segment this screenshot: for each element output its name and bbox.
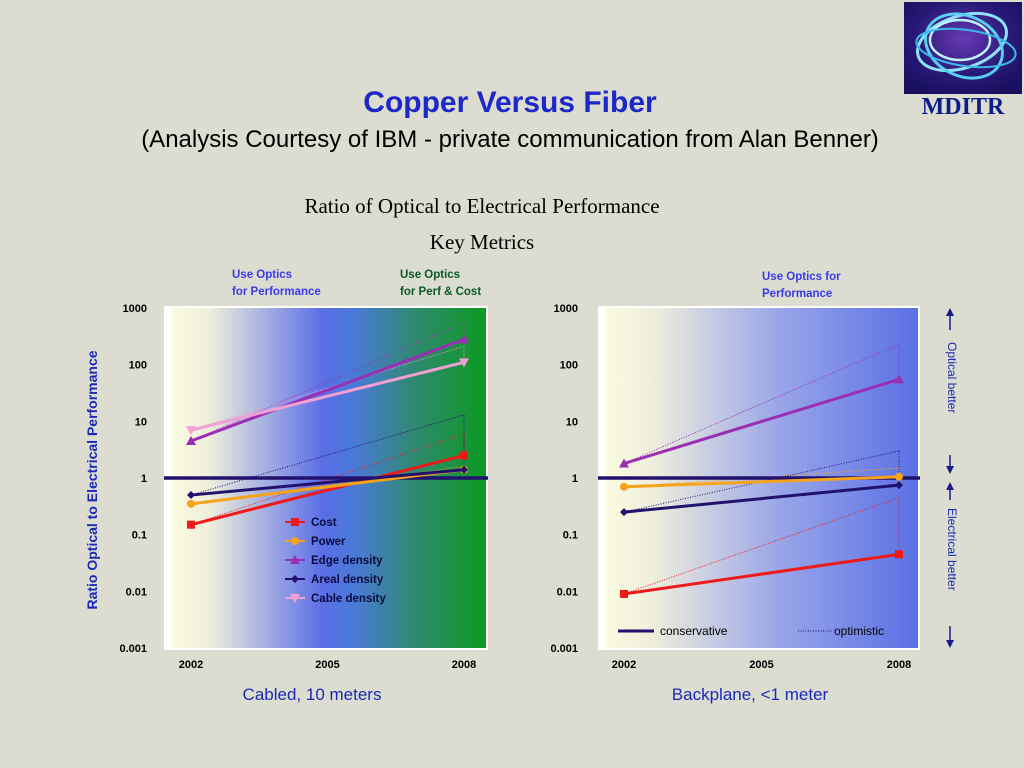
legend-conservative-label: conservative — [660, 624, 728, 638]
left-cable_density-marker-end — [459, 358, 469, 368]
left-x-tick-label: 2005 — [315, 659, 339, 671]
right-cost-optimistic-line — [623, 497, 900, 595]
legend-cable_density-marker — [290, 594, 300, 603]
right-y-tick-label: 10 — [566, 416, 578, 428]
left-areal_density-marker-end — [460, 465, 468, 474]
left-y-tick-label: 0.1 — [132, 530, 147, 542]
right-areal_density-marker-start — [620, 508, 628, 517]
right-cost-conservative-line — [623, 552, 900, 596]
left-cable_density-conservative-line — [190, 360, 465, 432]
left-cost-conservative-line — [190, 453, 465, 527]
left-edge_density-marker-end — [459, 334, 469, 344]
right-chart-caption: Backplane, <1 meter — [672, 685, 829, 704]
right-annotation-line1: Use Optics for — [762, 271, 841, 283]
right-power-conservative-line — [623, 475, 900, 489]
electrical-better-indicator: Electrical better — [945, 482, 959, 648]
right-power-marker-end — [895, 472, 903, 481]
legend-edge_density-label: Edge density — [311, 555, 383, 567]
right-y-tick-label: 0.01 — [557, 586, 578, 598]
chart-subtitle: Key Metrics — [429, 230, 535, 254]
right-y-tick-label: 1000 — [554, 303, 578, 315]
legend-cost-marker — [291, 518, 299, 526]
left-annotation-perf-cost-line1: Use Optics — [400, 269, 460, 281]
left-areal_density-marker-start — [187, 491, 195, 500]
left-cost-optimistic-line — [190, 433, 465, 526]
right-y-tick-label: 0.1 — [563, 530, 578, 542]
logo-text: MDITR — [921, 94, 1005, 120]
left-y-tick-label: 100 — [129, 360, 147, 372]
left-y-tick-label: 1000 — [123, 303, 147, 315]
left-areal_density-conservative-line — [190, 468, 465, 497]
left-annotation-perf-cost-line2: for Perf & Cost — [400, 286, 481, 298]
logo-rings-icon — [904, 2, 1022, 94]
left-cost-marker-end — [460, 451, 468, 460]
left-edge_density-marker-start — [186, 435, 196, 445]
slide-title: Copper Versus Fiber — [363, 86, 657, 119]
left-x-tick-label: 2008 — [452, 659, 476, 671]
right-y-tick-label: 0.001 — [550, 643, 578, 655]
left-y-tick-label: 10 — [135, 416, 147, 428]
right-y-tick-label: 100 — [560, 360, 578, 372]
slide-subtitle: (Analysis Courtesy of IBM - private comm… — [141, 126, 879, 153]
mditr-logo: MDITR — [904, 2, 1022, 126]
left-cable_density-optimistic-line — [190, 345, 465, 431]
left-cable_density-marker-start — [186, 426, 196, 436]
legend-power-label: Power — [311, 536, 346, 548]
chart-title: Ratio of Optical to Electrical Performan… — [304, 194, 660, 218]
right-edge_density-marker-end — [894, 374, 904, 384]
right-annotation-line2: Performance — [762, 288, 832, 300]
left-y-tick-label: 0.001 — [119, 643, 147, 655]
left-chart-caption: Cabled, 10 meters — [243, 685, 382, 704]
left-power-marker-start — [187, 499, 195, 508]
legend-power-marker — [291, 537, 299, 545]
right-areal_density-conservative-line — [623, 483, 900, 514]
right-x-tick-label: 2008 — [887, 659, 911, 671]
legend-areal_density-marker — [291, 575, 299, 583]
optical-better-label: Optical better — [945, 342, 959, 413]
legend-cable_density-label: Cable density — [311, 593, 386, 605]
electrical-better-label: Electrical better — [945, 508, 959, 591]
left-edge_density-optimistic-line — [190, 322, 465, 442]
right-y-tick-label: 1 — [572, 473, 578, 485]
right-edge_density-marker-start — [619, 458, 629, 468]
right-edge_density-conservative-line — [623, 377, 900, 465]
optical-better-indicator: Optical better — [945, 308, 959, 474]
legend-cost-label: Cost — [311, 517, 337, 529]
left-annotation-performance-line1: Use Optics — [232, 269, 292, 281]
left-x-tick-label: 2002 — [179, 659, 203, 671]
right-power-marker-start — [620, 482, 628, 491]
legend-edge_density-marker — [290, 555, 300, 564]
left-y-tick-label: 1 — [141, 473, 147, 485]
left-cost-marker-start — [187, 520, 195, 529]
left-edge_density-conservative-line — [190, 337, 465, 443]
right-x-tick-label: 2002 — [612, 659, 636, 671]
legend-areal_density-label: Areal density — [311, 574, 384, 586]
legend-optimistic-label: optimistic — [834, 624, 884, 638]
y-axis-title: Ratio Optical to Electrical Performance — [84, 350, 100, 609]
right-areal_density-marker-end — [895, 481, 903, 490]
right-cost-marker-end — [895, 550, 903, 559]
left-annotation-performance-line2: for Performance — [232, 286, 321, 298]
right-cost-marker-start — [620, 589, 628, 598]
right-x-tick-label: 2005 — [749, 659, 773, 671]
left-y-tick-label: 0.01 — [126, 586, 147, 598]
